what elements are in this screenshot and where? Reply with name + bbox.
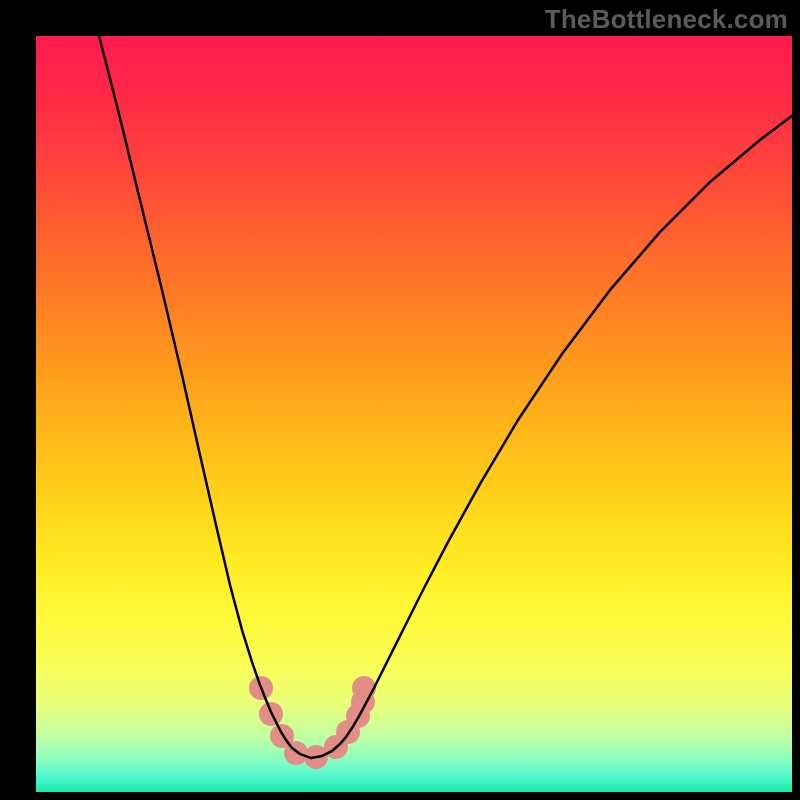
watermark-label: TheBottleneck.com [545,4,788,35]
curve-marker [352,676,376,700]
curve-marker [284,741,308,765]
chart-svg-layer [0,0,800,800]
curve-left-branch [95,20,311,758]
curve-right-branch [311,115,793,758]
